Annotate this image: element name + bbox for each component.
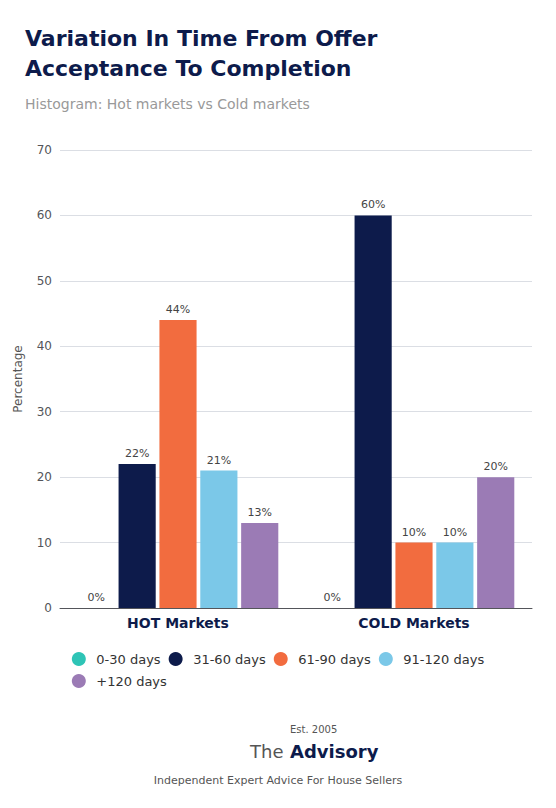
svg-text:0-30 days: 0-30 days <box>96 652 161 667</box>
svg-text:61-90 days: 61-90 days <box>298 652 371 667</box>
svg-text:HOT Markets: HOT Markets <box>127 615 229 631</box>
svg-text:20: 20 <box>37 470 52 484</box>
svg-text:60: 60 <box>37 208 52 222</box>
svg-text:70: 70 <box>37 143 52 157</box>
svg-text:+120 days: +120 days <box>96 674 167 689</box>
svg-text:50: 50 <box>37 274 52 288</box>
svg-text:30: 30 <box>37 405 52 419</box>
svg-text:Independent Expert Advice For: Independent Expert Advice For House Sell… <box>154 774 403 787</box>
svg-text:20%: 20% <box>483 460 507 473</box>
svg-text:13%: 13% <box>247 506 271 519</box>
svg-text:Acceptance To Completion: Acceptance To Completion <box>25 56 352 81</box>
svg-text:Advisory: Advisory <box>290 741 379 762</box>
svg-text:60%: 60% <box>361 198 385 211</box>
svg-text:10%: 10% <box>443 526 467 539</box>
svg-text:COLD Markets: COLD Markets <box>358 615 469 631</box>
svg-text:21%: 21% <box>207 454 231 467</box>
svg-text:22%: 22% <box>125 447 149 460</box>
svg-text:0%: 0% <box>324 591 341 604</box>
svg-text:The: The <box>249 741 283 762</box>
svg-text:44%: 44% <box>166 303 190 316</box>
svg-text:0%: 0% <box>88 591 105 604</box>
svg-text:91-120 days: 91-120 days <box>403 652 484 667</box>
svg-text:Est. 2005: Est. 2005 <box>290 724 337 735</box>
svg-text:31-60 days: 31-60 days <box>193 652 266 667</box>
svg-text:0: 0 <box>44 601 52 615</box>
svg-text:Percentage: Percentage <box>11 345 25 413</box>
svg-text:10%: 10% <box>402 526 426 539</box>
svg-text:Variation In Time From Offer: Variation In Time From Offer <box>25 26 378 51</box>
svg-text:40: 40 <box>37 339 52 353</box>
svg-text:Histogram: Hot markets vs Cold: Histogram: Hot markets vs Cold markets <box>25 96 310 112</box>
svg-text:10: 10 <box>37 536 52 550</box>
